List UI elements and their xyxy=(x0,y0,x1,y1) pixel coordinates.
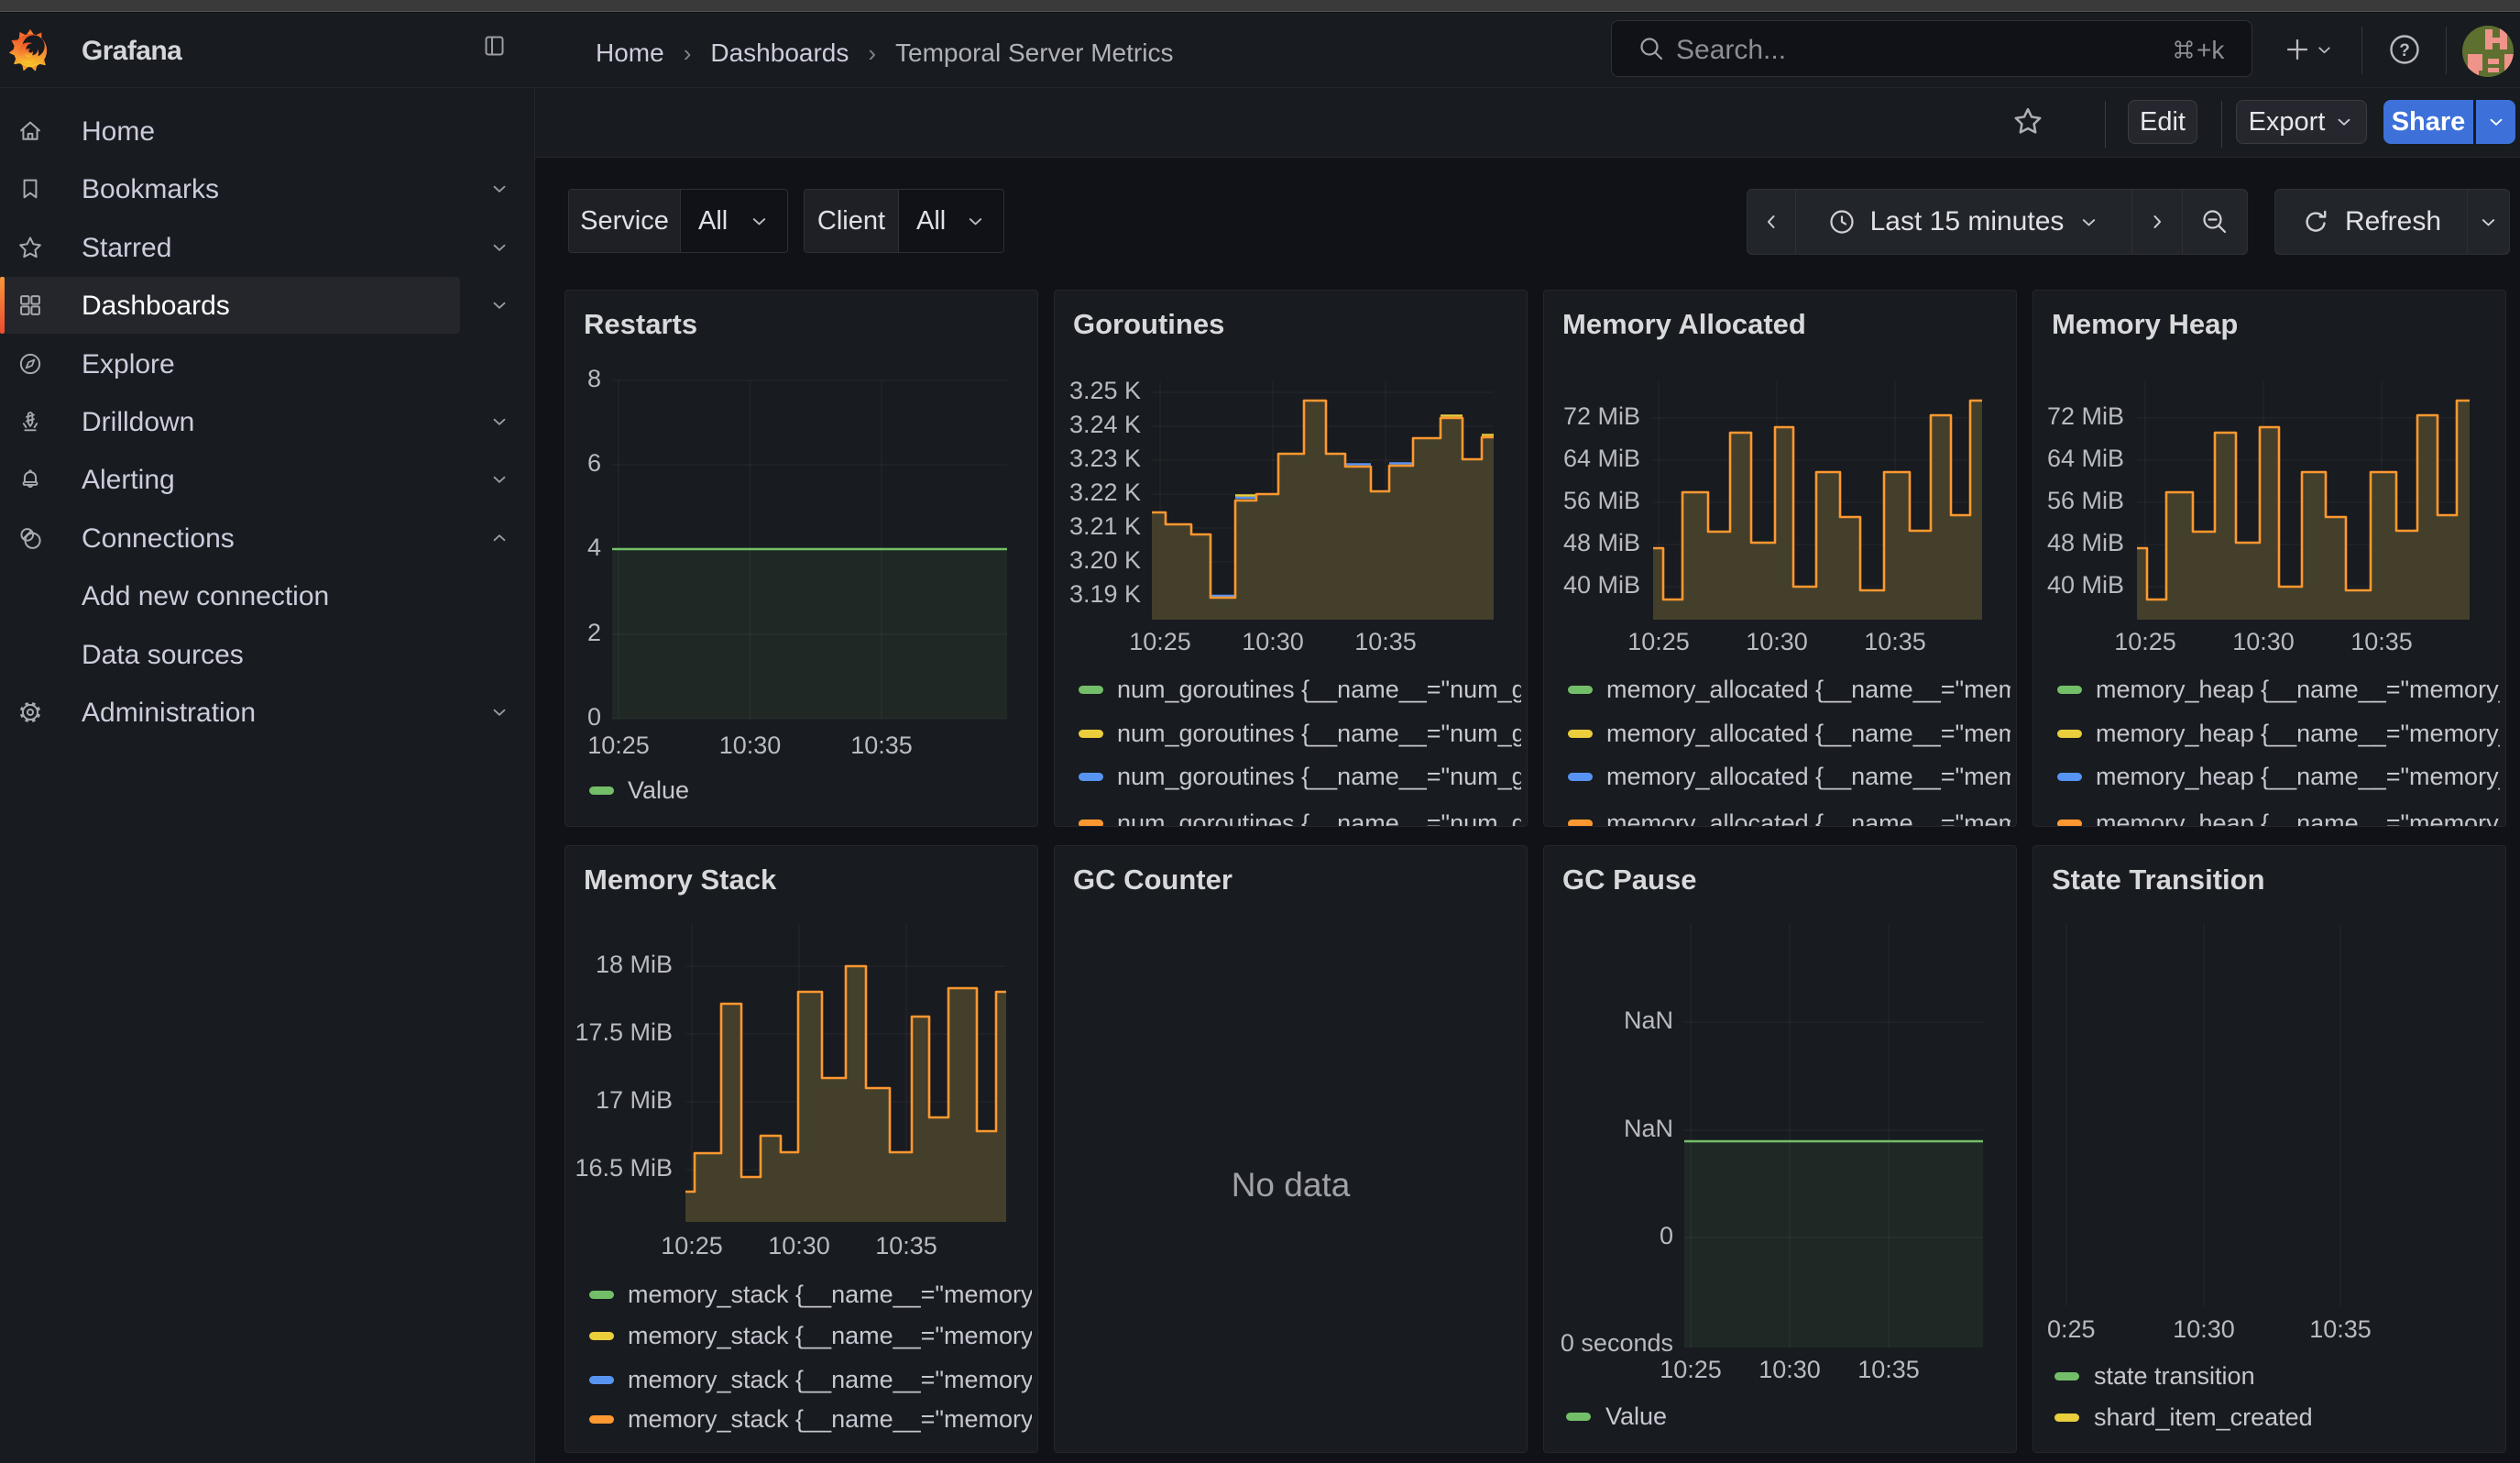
svg-text:?: ? xyxy=(2399,41,2410,60)
